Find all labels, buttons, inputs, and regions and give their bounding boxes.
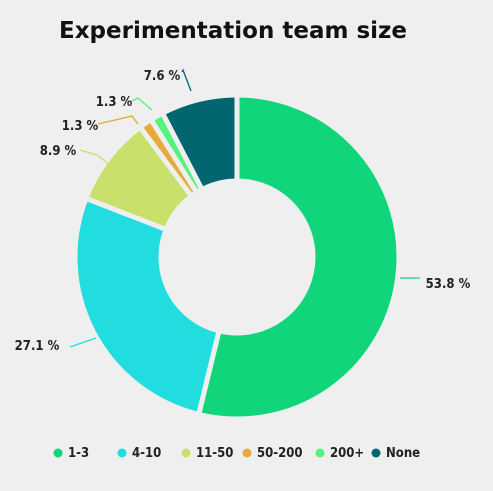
leader-line-11-50 — [79, 149, 111, 166]
legend-label-4-10: 4-10 — [132, 446, 161, 461]
slice-none — [159, 92, 240, 193]
leader-line-4-10 — [69, 337, 97, 348]
legend-label-none: None — [386, 446, 420, 461]
legend-swatch-200- — [315, 448, 325, 458]
slices — [72, 92, 402, 422]
value-labels: 53.8 % 27.1 % 8.9 % 1.3 % 1.3 % 7.6 % — [15, 69, 471, 354]
value-label-11-50: 8.9 % — [40, 144, 77, 159]
value-label-none: 7.6 % — [144, 69, 181, 84]
legend-label-50-200: 50-200 — [257, 446, 303, 461]
leader-lines — [69, 68, 420, 348]
legend-item-1-3: 1-3 — [53, 446, 89, 461]
legend-item-none: None — [371, 446, 420, 461]
value-label-50-200: 1.3 % — [62, 119, 99, 134]
chart-title: Experimentation team size — [59, 18, 407, 44]
legend-label-1-3: 1-3 — [68, 446, 89, 461]
legend-item-11-50: 11-50 — [181, 446, 233, 461]
legend-item-50-200: 50-200 — [242, 446, 303, 461]
legend-swatch-1-3 — [53, 448, 63, 458]
leader-line-200- — [131, 97, 153, 111]
legend-item-4-10: 4-10 — [117, 446, 161, 461]
value-label-4-10: 27.1 % — [15, 339, 60, 354]
leader-line-none — [181, 68, 192, 92]
slice-1-3 — [195, 92, 402, 422]
leader-line-50-200 — [97, 115, 139, 125]
legend-item-200-: 200+ — [315, 446, 364, 461]
legend-swatch-50-200 — [242, 448, 252, 458]
legend-label-11-50: 11-50 — [196, 446, 233, 461]
legend-swatch-none — [371, 448, 381, 458]
legend-swatch-11-50 — [181, 448, 191, 458]
slice-4-10 — [72, 195, 223, 418]
legend: 1-3 4-10 11-50 50-200 200+ None — [53, 446, 420, 461]
legend-label-200-: 200+ — [330, 446, 364, 461]
legend-swatch-4-10 — [117, 448, 127, 458]
value-label-1-3: 53.8 % — [426, 277, 471, 292]
value-label-200-: 1.3 % — [96, 95, 133, 110]
